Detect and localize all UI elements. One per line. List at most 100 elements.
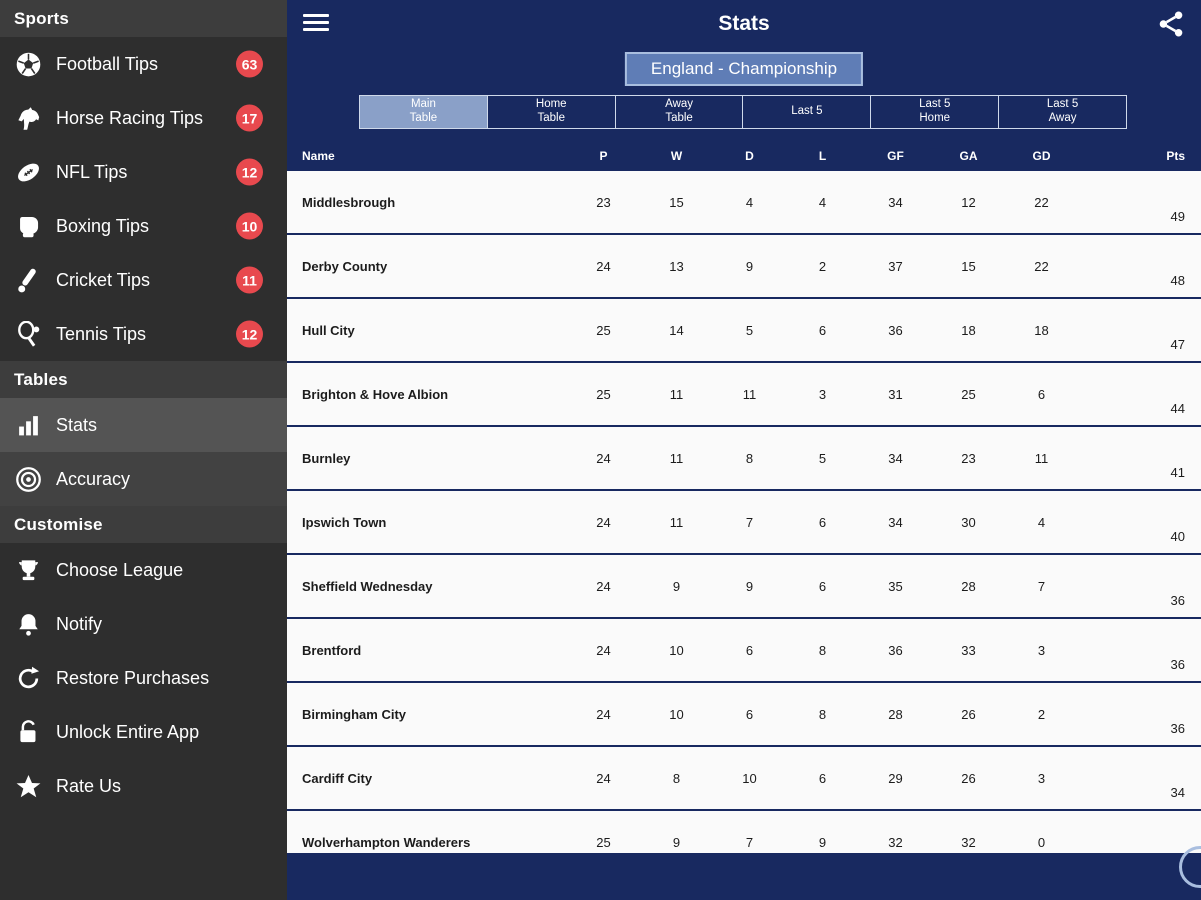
badge-count: 63	[236, 50, 263, 78]
table-row[interactable]: Derby County 24 13 9 2 37 15 22 48	[287, 235, 1201, 297]
tab-home-table[interactable]: Home Table	[486, 95, 616, 129]
cell-l: 4	[818, 194, 827, 210]
sidebar-item-notify[interactable]: Notify	[0, 597, 287, 651]
table-row[interactable]: Cardiff City 24 8 10 6 29 26 3 34	[287, 747, 1201, 809]
cell-l: 8	[818, 706, 827, 722]
sidebar-item-choose-league[interactable]: Choose League	[0, 543, 287, 597]
cell-d: 6	[745, 706, 754, 722]
cell-w: 10	[669, 706, 684, 722]
sidebar-item-cricket-tips[interactable]: Cricket Tips 11	[0, 253, 287, 307]
tab-label-line: Main	[410, 98, 436, 111]
cell-ga: 30	[961, 514, 976, 530]
sidebar-item-unlock-entire-app[interactable]: Unlock Entire App	[0, 705, 287, 759]
football-icon	[12, 48, 44, 80]
cell-ga: 26	[961, 706, 976, 722]
table-row[interactable]: Ipswich Town 24 11 7 6 34 30 4 40	[287, 491, 1201, 553]
cell-d: 5	[745, 322, 754, 338]
american-football-icon	[12, 156, 44, 188]
sidebar-item-nfl-tips[interactable]: NFL Tips 12	[0, 145, 287, 199]
badge-count: 12	[236, 320, 263, 348]
table-row[interactable]: Brighton & Hove Albion 25 11 11 3 31 25 6 44	[287, 363, 1201, 425]
tab-label-line: Last 5	[1046, 98, 1079, 111]
cell-gf: 36	[888, 322, 903, 338]
cell-pts: 49	[1170, 208, 1185, 224]
cell-gd: 11	[1034, 450, 1049, 466]
cell-w: 9	[672, 834, 681, 850]
sidebar: Sports Football Tips 63 Horse Racing Tips 17…	[0, 0, 287, 900]
cell-p: 23	[596, 194, 611, 210]
team-name: Sheffield Wednesday	[302, 578, 433, 594]
restore-arrow-icon	[12, 662, 44, 694]
cell-gf: 32	[888, 834, 903, 850]
table-row[interactable]: Wolverhampton Wanderers 25 9 7 9 32 32 0	[287, 811, 1201, 853]
table-row[interactable]: Birmingham City 24 10 6 8 28 26 2 36	[287, 683, 1201, 745]
cell-gd: 18	[1034, 322, 1049, 338]
cell-gf: 29	[888, 770, 903, 786]
table-row[interactable]: Hull City 25 14 5 6 36 18 18 47	[287, 299, 1201, 361]
tab-last-5-away[interactable]: Last 5 Away	[998, 95, 1127, 129]
sidebar-item-tennis-tips[interactable]: Tennis Tips 12	[0, 307, 287, 361]
table-row[interactable]: Middlesbrough 23 15 4 4 34 12 22 49	[287, 171, 1201, 233]
cell-gd: 3	[1037, 642, 1046, 658]
column-header-d: D	[745, 149, 754, 163]
sidebar-item-label: NFL Tips	[56, 161, 128, 182]
cell-l: 6	[818, 514, 827, 530]
sidebar-item-rate-us[interactable]: Rate Us	[0, 759, 287, 813]
tab-label-line: Home	[919, 112, 951, 124]
sidebar-item-label: Horse Racing Tips	[56, 107, 204, 128]
badge-count: 10	[236, 212, 263, 240]
sidebar-item-stats[interactable]: Stats	[0, 398, 287, 452]
cell-w: 11	[669, 386, 684, 402]
cell-p: 25	[596, 386, 611, 402]
league-selector-button[interactable]: England - Championship	[624, 52, 864, 86]
cell-ga: 32	[961, 834, 976, 850]
cell-l: 6	[818, 770, 827, 786]
cell-gd: 2	[1037, 706, 1046, 722]
table-row[interactable]: Sheffield Wednesday 24 9 9 6 35 28 7 36	[287, 555, 1201, 617]
star-icon	[12, 770, 44, 802]
sidebar-item-football-tips[interactable]: Football Tips 63	[0, 37, 287, 91]
team-name: Brentford	[302, 642, 362, 658]
column-header-pts: Pts	[1166, 149, 1185, 163]
main-content: Stats England - Championship Main Table Ho…	[287, 0, 1201, 900]
cell-gf: 37	[888, 258, 903, 274]
sidebar-item-boxing-tips[interactable]: Boxing Tips 10	[0, 199, 287, 253]
tab-main-table[interactable]: Main Table	[359, 95, 488, 129]
tab-label-line: Last 5	[791, 105, 823, 118]
team-name: Ipswich Town	[302, 514, 387, 530]
cell-d: 11	[742, 386, 757, 402]
cell-ga: 33	[961, 642, 976, 658]
cell-ga: 25	[961, 386, 976, 402]
cell-pts: 34	[1170, 784, 1185, 800]
tab-last-5[interactable]: Last 5	[742, 95, 872, 129]
cell-p: 24	[596, 514, 611, 530]
cell-w: 11	[669, 514, 684, 530]
cell-p: 24	[596, 258, 611, 274]
sidebar-item-label: Unlock Entire App	[56, 721, 200, 742]
cell-ga: 28	[961, 578, 976, 594]
cell-gd: 22	[1034, 258, 1049, 274]
cell-p: 24	[596, 706, 611, 722]
table-header-row: Name P W D L GF GA GD Pts	[287, 141, 1201, 171]
team-name: Brighton & Hove Albion	[302, 386, 449, 402]
badge-count: 11	[236, 266, 263, 294]
table-row[interactable]: Burnley 24 11 8 5 34 23 11 41	[287, 427, 1201, 489]
sidebar-item-label: Choose League	[56, 559, 184, 580]
tab-last-5-home[interactable]: Last 5 Home	[870, 95, 1000, 129]
cell-d: 9	[745, 258, 754, 274]
share-icon[interactable]	[1157, 10, 1185, 38]
cell-ga: 23	[961, 450, 976, 466]
cell-d: 6	[745, 642, 754, 658]
tab-label-line: Table	[409, 112, 438, 124]
tab-away-table[interactable]: Away Table	[614, 95, 744, 129]
column-header-name: Name	[302, 149, 335, 163]
sidebar-item-restore-purchases[interactable]: Restore Purchases	[0, 651, 287, 705]
cell-d: 7	[745, 514, 754, 530]
column-header-gf: GF	[887, 149, 904, 163]
hamburger-menu-icon[interactable]	[303, 14, 329, 35]
sidebar-item-accuracy[interactable]: Accuracy	[0, 452, 287, 506]
page-title: Stats	[718, 12, 770, 35]
cell-pts: 36	[1170, 656, 1185, 672]
sidebar-item-horse-racing-tips[interactable]: Horse Racing Tips 17	[0, 91, 287, 145]
table-row[interactable]: Brentford 24 10 6 8 36 33 3 36	[287, 619, 1201, 681]
